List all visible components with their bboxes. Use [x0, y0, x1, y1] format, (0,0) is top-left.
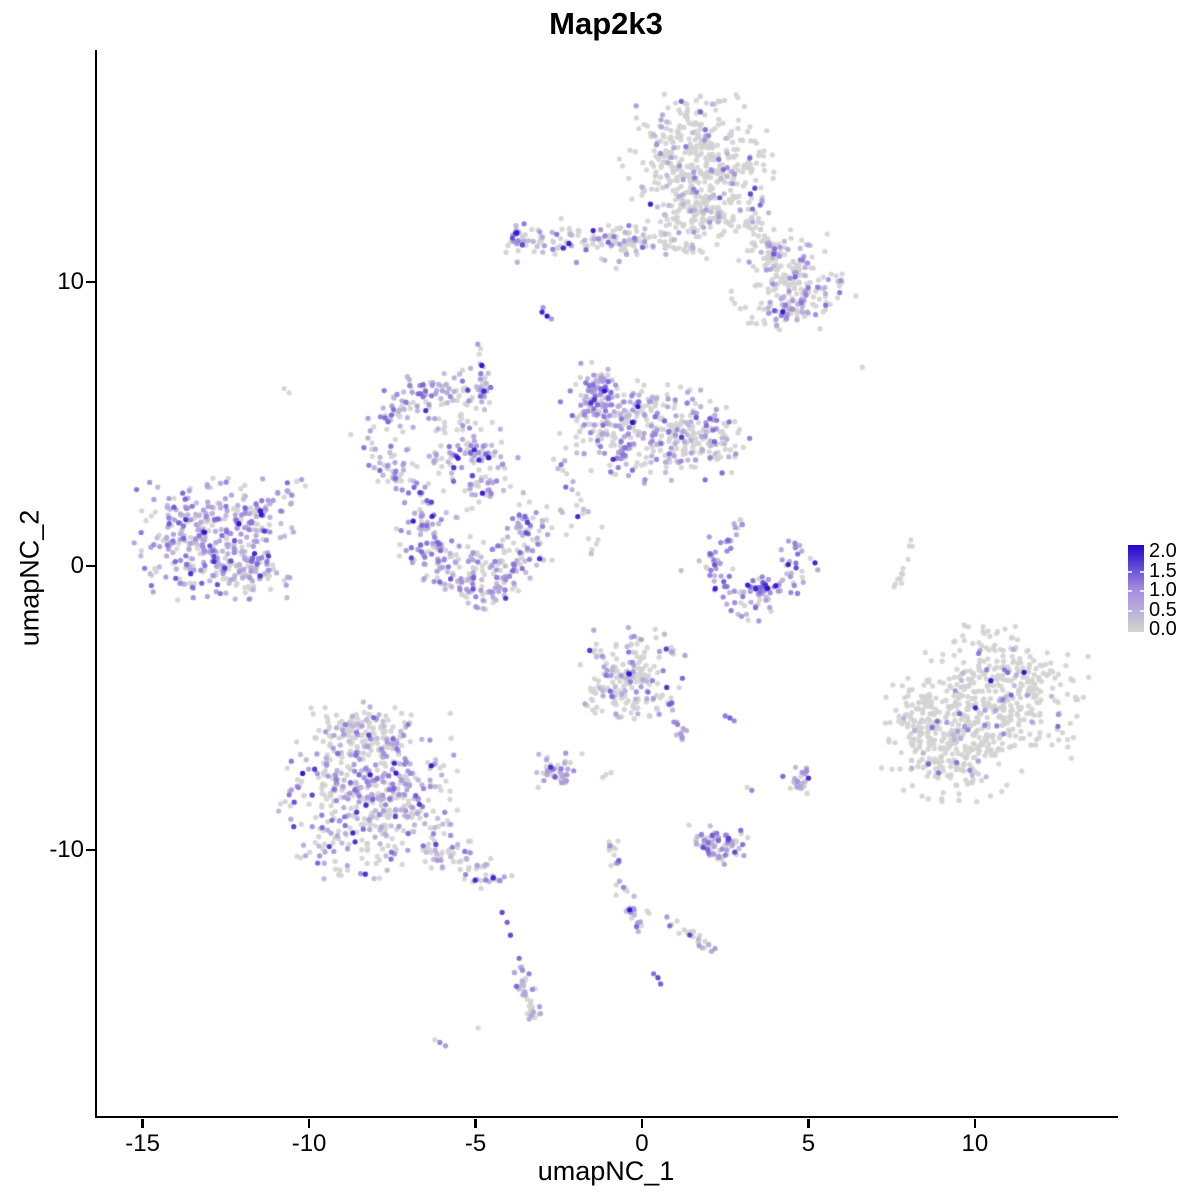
- y-tick-label: 0: [70, 551, 84, 579]
- x-tick-mark: [141, 1119, 144, 1128]
- legend-notch: [1140, 609, 1144, 612]
- plot-panel: [95, 50, 1118, 1118]
- legend-notch: [1140, 570, 1144, 573]
- y-tick-mark: [86, 848, 95, 852]
- legend-notch: [1128, 570, 1132, 573]
- y-axis-label: umapNC_2: [14, 509, 45, 647]
- x-tick-mark: [474, 1119, 477, 1128]
- legend-tick-label: 2.0: [1149, 540, 1177, 563]
- legend-tick-label: 0.5: [1149, 598, 1177, 621]
- x-tick-mark: [973, 1119, 977, 1128]
- x-tick-label: -5: [464, 1130, 487, 1157]
- legend-notch: [1128, 590, 1132, 593]
- x-tick-mark: [807, 1119, 810, 1128]
- y-tick-label: 10: [57, 268, 84, 295]
- x-tick-label: 10: [961, 1130, 989, 1157]
- legend-gradient-bar: [1128, 545, 1144, 632]
- y-tick-mark: [86, 280, 95, 284]
- plot-title: Map2k3: [549, 6, 663, 41]
- y-tick-mark: [86, 564, 95, 568]
- x-tick-label: -10: [291, 1130, 327, 1157]
- x-tick-mark: [307, 1119, 311, 1128]
- x-axis-label: umapNC_1: [537, 1156, 675, 1186]
- legend-notch: [1128, 609, 1132, 612]
- x-tick-label: -15: [125, 1130, 160, 1157]
- legend-tick-label: 1.0: [1149, 579, 1177, 602]
- x-tick-label: 0: [635, 1130, 649, 1157]
- legend-tick-label: 0.0: [1149, 618, 1177, 641]
- legend-tick-label: 1.5: [1149, 559, 1177, 582]
- x-tick-label: 5: [801, 1130, 816, 1157]
- legend-notch: [1140, 590, 1144, 593]
- x-tick-mark: [640, 1119, 644, 1128]
- y-tick-label: -10: [49, 835, 84, 863]
